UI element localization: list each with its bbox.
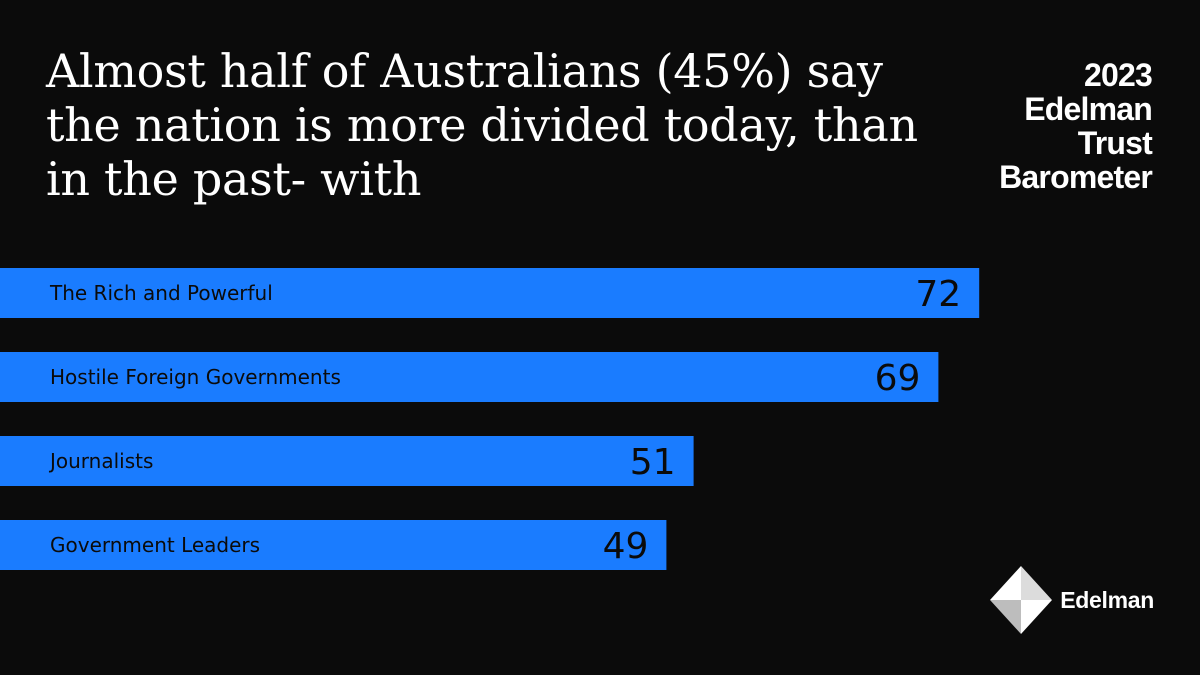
edelman-logo: Edelman (990, 566, 1154, 634)
brand-year: 2023 (1084, 57, 1153, 93)
brand-title: 2023 Edelman Trust Barometer (912, 57, 1153, 195)
headline: Almost half of Australians (45%) say the… (46, 44, 918, 206)
bar-value-label: 49 (603, 526, 649, 567)
bar-chart: The Rich and Powerful 72 Hostile Foreign G… (0, 268, 980, 570)
brand-barometer: Barometer (999, 159, 1153, 195)
bar-category-label: Journalists (48, 449, 153, 473)
bar-group: Journalists 51 (0, 436, 694, 486)
bar-group: Hostile Foreign Governments 69 (0, 352, 939, 402)
bar (0, 436, 694, 486)
bar-value-label: 72 (915, 274, 961, 315)
bar-value-label: 51 (630, 442, 676, 483)
bar-category-label: The Rich and Powerful (49, 281, 273, 305)
bar-category-label: Government Leaders (50, 533, 260, 557)
bar-value-label: 69 (875, 358, 921, 399)
bar-category-label: Hostile Foreign Governments (50, 365, 341, 389)
bar-group: The Rich and Powerful 72 (0, 268, 980, 318)
bar (0, 268, 980, 318)
logo-text: Edelman (1060, 586, 1154, 613)
edelman-logo-icon (990, 566, 1053, 634)
brand-name: Edelman (1024, 91, 1153, 127)
bar-group: Government Leaders 49 (0, 520, 667, 570)
brand-trust: Trust (1077, 125, 1153, 161)
bar (0, 352, 939, 402)
bar (0, 520, 667, 570)
